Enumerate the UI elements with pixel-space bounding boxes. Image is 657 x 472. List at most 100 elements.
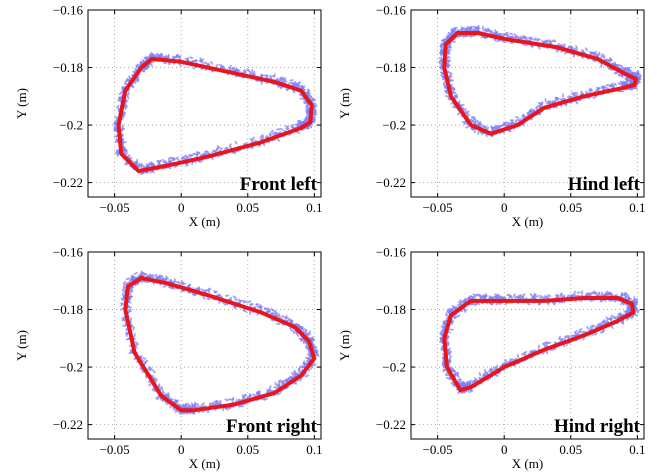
sample-point xyxy=(273,386,278,389)
sample-point xyxy=(516,353,520,359)
x-tick-label: 0.05 xyxy=(236,442,259,457)
sample-point xyxy=(627,88,632,91)
sample-point xyxy=(601,53,605,58)
sample-point xyxy=(122,296,126,301)
sample-point xyxy=(535,295,540,298)
sample-point xyxy=(200,402,205,406)
sample-point xyxy=(301,84,304,90)
sample-point xyxy=(603,55,606,60)
sample-point xyxy=(450,369,455,372)
panel-front-left: −0.05 0 0.05 0.1 −0.16 −0.18 −0.2 −0.22 X (m) Y (… xyxy=(14,3,322,230)
sample-point xyxy=(293,83,298,86)
sample-point xyxy=(184,154,189,159)
y-tick-label: −0.2 xyxy=(59,360,83,375)
sample-point xyxy=(621,74,624,79)
sample-point xyxy=(568,95,572,99)
sample-point xyxy=(509,119,515,122)
sample-point xyxy=(197,160,202,163)
sample-point xyxy=(149,53,153,58)
sample-point xyxy=(114,116,119,119)
sample-point xyxy=(446,55,451,59)
sample-point xyxy=(451,367,455,372)
panel-hind-left: −0.05 0 0.05 0.1 −0.16 −0.18 −0.2 −0.22 X (m) Y (… xyxy=(337,3,645,230)
sample-point xyxy=(294,370,297,375)
y-tick-label: −0.18 xyxy=(376,60,406,75)
sample-point xyxy=(573,290,576,295)
sample-point xyxy=(170,287,175,290)
sample-point xyxy=(517,294,523,297)
sample-point xyxy=(622,67,626,71)
sample-point xyxy=(521,353,525,356)
sample-point xyxy=(566,294,570,298)
sample-point xyxy=(476,27,481,30)
sample-point xyxy=(175,156,179,160)
sample-point xyxy=(467,295,471,300)
sample-point xyxy=(538,111,542,116)
sample-point xyxy=(270,129,274,134)
sample-point xyxy=(167,160,172,164)
sample-point xyxy=(508,294,512,298)
sample-point xyxy=(148,162,153,165)
sample-point xyxy=(613,71,618,75)
sample-point xyxy=(489,30,493,34)
sample-point xyxy=(600,291,604,296)
sample-point xyxy=(634,298,639,301)
sample-point xyxy=(300,120,303,126)
sample-point xyxy=(610,82,613,88)
sample-point xyxy=(611,83,615,88)
sample-point xyxy=(144,359,149,364)
sample-point xyxy=(266,389,271,393)
sample-cloud-front-right xyxy=(120,270,320,415)
sample-point xyxy=(207,287,211,292)
sample-point xyxy=(284,316,290,320)
sample-point xyxy=(447,42,452,46)
sample-point xyxy=(578,328,583,332)
sample-point xyxy=(514,36,519,40)
sample-point xyxy=(488,295,492,299)
sample-point xyxy=(162,285,167,288)
sample-point xyxy=(169,398,174,401)
x-tick-label: 0.1 xyxy=(306,200,322,215)
sample-point xyxy=(125,77,129,83)
axes-frame-hind-right xyxy=(410,251,645,440)
sample-point xyxy=(141,272,146,275)
sample-point xyxy=(606,58,611,62)
sample-point xyxy=(505,35,510,38)
sample-point xyxy=(125,332,128,337)
sample-point xyxy=(279,76,283,81)
mean-trajectory-hind-left xyxy=(442,31,638,136)
sample-point xyxy=(120,307,125,311)
sample-point xyxy=(442,359,445,364)
sample-point xyxy=(440,71,445,76)
sample-point xyxy=(477,130,480,135)
x-axis-label: X (m) xyxy=(512,456,543,471)
sample-point xyxy=(570,334,576,337)
sample-point xyxy=(572,94,577,98)
sample-point xyxy=(313,109,317,114)
sample-point xyxy=(438,57,443,60)
sample-point xyxy=(141,164,146,168)
sample-point xyxy=(620,301,623,306)
sample-point xyxy=(264,307,269,310)
sample-point xyxy=(233,298,239,301)
panel-hind-right: −0.05 0 0.05 0.1 −0.16 −0.18 −0.2 −0.22 X (m) Y (… xyxy=(337,245,645,472)
sample-point xyxy=(256,304,259,309)
sample-point xyxy=(307,333,312,336)
panel-label-hind-right: Hind right xyxy=(554,416,641,437)
sample-point xyxy=(239,405,244,408)
sample-point xyxy=(158,53,162,58)
sample-point xyxy=(146,163,150,168)
sample-point xyxy=(523,37,528,41)
sample-point xyxy=(160,274,164,279)
sample-point xyxy=(507,359,511,364)
sample-point xyxy=(463,108,467,112)
sample-point xyxy=(598,291,601,297)
sample-point xyxy=(448,355,452,360)
sample-point xyxy=(576,331,581,335)
sample-point xyxy=(311,99,315,103)
sample-point xyxy=(509,35,514,38)
sample-point xyxy=(242,71,247,74)
panel-front-right: −0.05 0 0.05 0.1 −0.16 −0.18 −0.2 −0.22 X (m) Y (… xyxy=(14,245,322,472)
sample-point xyxy=(126,95,130,100)
sample-point xyxy=(495,39,501,42)
